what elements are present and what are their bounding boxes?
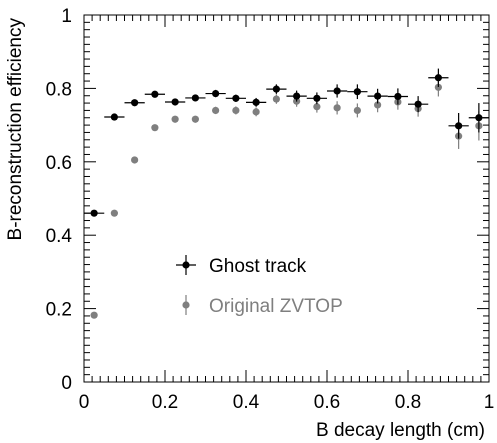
axis-tick-labels: 0 0.2 0.4 0.6 0.8 1 0 0.2 0.4 0.6 0.8 1 bbox=[46, 6, 495, 413]
data-point bbox=[191, 94, 199, 102]
data-point bbox=[313, 94, 321, 102]
legend-label: Original ZVTOP bbox=[209, 296, 343, 317]
data-point bbox=[414, 100, 422, 108]
data-point bbox=[252, 108, 260, 116]
legend-marker bbox=[182, 261, 190, 269]
y-tick-label: 0.4 bbox=[46, 226, 73, 247]
legend-marker bbox=[182, 301, 190, 309]
data-point bbox=[475, 114, 483, 122]
axis-ticks bbox=[83, 14, 490, 383]
data-point bbox=[455, 122, 463, 130]
data-point bbox=[151, 90, 159, 98]
x-axis-title: B decay length (cm) bbox=[316, 420, 485, 441]
legend-label: Ghost track bbox=[209, 256, 307, 277]
data-point bbox=[171, 115, 179, 123]
data-point bbox=[151, 124, 159, 132]
data-point bbox=[333, 104, 341, 112]
data-point bbox=[272, 85, 280, 93]
data-point bbox=[374, 101, 382, 109]
data-point bbox=[131, 156, 139, 164]
data-point bbox=[212, 89, 220, 98]
data-point bbox=[394, 92, 402, 101]
data-point bbox=[232, 106, 240, 115]
data-point bbox=[353, 88, 361, 96]
y-tick-label: 0.8 bbox=[46, 79, 72, 100]
legend-item-original-zvtop: Original ZVTOP bbox=[182, 295, 343, 317]
data-point bbox=[232, 94, 240, 102]
data-point bbox=[90, 311, 98, 319]
y-axis-title: B-reconstruction efficiency bbox=[5, 18, 26, 241]
data-point bbox=[212, 106, 220, 115]
x-tick-label: 0.8 bbox=[395, 392, 421, 413]
data-point bbox=[110, 209, 118, 217]
y-tick-label: 0 bbox=[61, 373, 72, 394]
y-tick-label: 0.2 bbox=[46, 300, 72, 321]
x-tick-label: 0.4 bbox=[233, 392, 260, 413]
x-tick-label: 0.6 bbox=[314, 392, 340, 413]
series-ghost-track bbox=[84, 68, 489, 217]
data-point bbox=[353, 106, 361, 115]
x-tick-label: 0 bbox=[79, 392, 90, 413]
data-point bbox=[272, 95, 280, 103]
data-point bbox=[110, 113, 118, 121]
y-tick-label: 0.6 bbox=[46, 153, 72, 174]
legend-item-ghost-track: Ghost track bbox=[176, 255, 307, 277]
series-original-zvtop bbox=[90, 78, 483, 319]
data-point bbox=[252, 98, 260, 106]
data-point bbox=[434, 74, 442, 82]
data-point bbox=[333, 87, 341, 95]
series-layer bbox=[84, 68, 489, 319]
data-point bbox=[131, 99, 139, 107]
data-point bbox=[90, 209, 98, 217]
data-point bbox=[171, 98, 179, 106]
x-tick-label: 1 bbox=[484, 392, 495, 413]
y-tick-label: 1 bbox=[61, 6, 72, 27]
data-point bbox=[191, 115, 199, 123]
data-point bbox=[374, 92, 382, 100]
data-point bbox=[313, 103, 321, 111]
plot-frame bbox=[83, 14, 490, 383]
x-tick-label: 0.2 bbox=[152, 392, 178, 413]
data-point bbox=[293, 92, 301, 100]
legend: Ghost track Original ZVTOP bbox=[176, 255, 343, 317]
data-point bbox=[434, 83, 442, 91]
